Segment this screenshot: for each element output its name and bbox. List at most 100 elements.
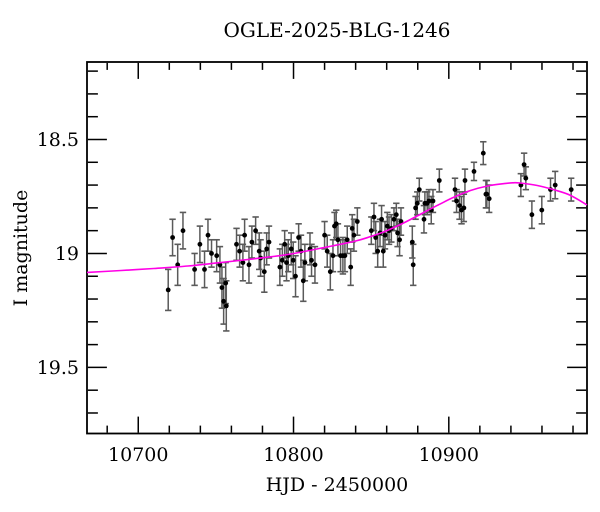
data-point <box>293 273 298 279</box>
data-point <box>414 200 420 206</box>
x-axis-ticks <box>106 62 574 433</box>
data-point <box>384 223 390 229</box>
data-point <box>300 278 306 284</box>
data-point <box>426 198 432 204</box>
y-tick-labels: 18.5 19 19.5 <box>37 129 79 379</box>
data-point <box>342 253 348 259</box>
y-tick-label: 19.5 <box>37 357 79 379</box>
data-point <box>379 216 384 222</box>
data-point <box>371 214 377 220</box>
data-point <box>256 248 262 254</box>
data-point <box>568 187 574 193</box>
data-point <box>312 262 318 268</box>
data-point <box>277 264 283 270</box>
plot-frame <box>86 61 588 435</box>
plot-title: OGLE-2025-BLG-1246 <box>223 18 451 42</box>
x-tick-label: 10700 <box>108 444 168 466</box>
data-point <box>202 267 207 272</box>
data-point <box>240 260 246 265</box>
data-point <box>279 257 285 263</box>
data-point <box>398 219 404 224</box>
data-point <box>282 241 288 247</box>
data-point <box>219 285 225 290</box>
x-tick-labels: 10700 10800 10900 <box>108 444 479 466</box>
data-point <box>290 257 296 263</box>
data-point <box>409 239 415 245</box>
data-point <box>462 178 468 183</box>
y-axis-ticks <box>87 70 587 414</box>
data-point <box>322 232 327 238</box>
data-point <box>375 248 381 254</box>
data-point <box>523 175 529 181</box>
data-point <box>480 150 486 156</box>
data-point <box>223 303 229 309</box>
data-point <box>349 226 355 231</box>
data-point <box>344 237 350 243</box>
data-point <box>309 257 314 263</box>
data-point <box>421 216 427 222</box>
data-point <box>521 162 527 168</box>
data-point <box>354 219 360 224</box>
model-curve <box>86 181 588 274</box>
data-point <box>484 191 490 197</box>
data-point <box>221 298 227 304</box>
data-point <box>237 248 243 254</box>
data-point <box>246 262 252 268</box>
data-point <box>436 178 442 183</box>
data-points <box>165 150 574 309</box>
data-point <box>391 216 397 222</box>
data-point <box>170 235 176 240</box>
data-point <box>452 187 458 193</box>
data-point <box>234 241 239 247</box>
data-point <box>380 248 386 254</box>
data-point <box>217 262 223 268</box>
data-point <box>264 246 270 252</box>
data-point <box>165 287 171 293</box>
data-point <box>253 228 258 234</box>
data-point <box>192 267 198 272</box>
data-point <box>382 232 388 238</box>
data-point <box>461 205 467 211</box>
data-point <box>214 253 220 259</box>
y-tick-label: 19 <box>55 243 79 265</box>
data-point <box>529 212 535 218</box>
data-point <box>284 260 289 265</box>
data-point <box>552 182 558 188</box>
data-point <box>288 246 294 252</box>
data-point <box>335 237 341 243</box>
data-point <box>327 269 333 275</box>
data-point <box>261 269 267 275</box>
data-point <box>197 241 203 247</box>
data-point <box>373 235 379 240</box>
data-point <box>249 239 255 245</box>
data-point <box>395 230 400 236</box>
data-point <box>539 207 545 213</box>
data-point <box>457 203 462 209</box>
data-point <box>351 232 357 238</box>
data-point <box>413 205 418 211</box>
data-point <box>242 232 248 238</box>
data-point <box>410 262 416 268</box>
data-point <box>209 251 214 256</box>
y-tick-label: 18.5 <box>37 129 79 151</box>
data-point <box>397 237 402 243</box>
data-point <box>393 212 399 218</box>
data-point <box>324 248 330 254</box>
data-point <box>330 253 336 259</box>
x-tick-label: 10900 <box>419 444 479 466</box>
data-point <box>471 169 477 174</box>
data-point <box>302 260 308 265</box>
data-point <box>454 198 459 204</box>
x-tick-label: 10800 <box>263 444 323 466</box>
data-point <box>430 198 436 204</box>
data-point <box>296 235 301 240</box>
data-point <box>333 221 339 227</box>
data-point <box>416 187 422 193</box>
y-axis-label: I magnitude <box>10 189 32 307</box>
data-point <box>348 264 354 270</box>
data-point <box>205 232 211 238</box>
data-point <box>486 196 492 202</box>
data-point <box>368 228 374 234</box>
